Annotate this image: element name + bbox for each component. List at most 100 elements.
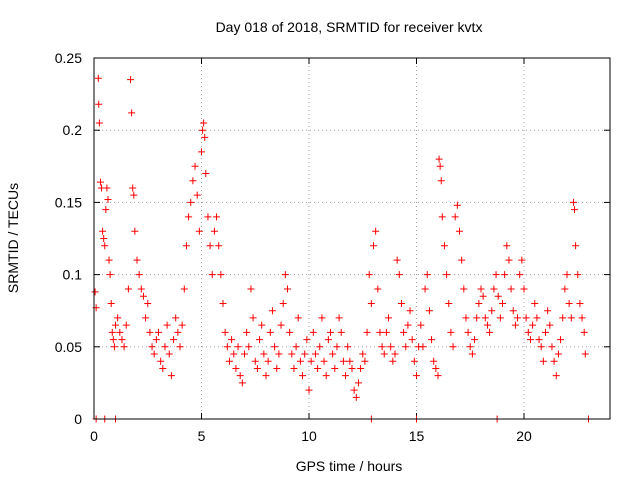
data-point: [230, 350, 238, 358]
x-tick-label: 10: [301, 428, 317, 444]
data-point: [135, 271, 143, 279]
data-point: [247, 285, 255, 293]
data-point: [529, 321, 537, 329]
data-point: [348, 364, 356, 372]
y-tick-label: 0.05: [55, 339, 82, 355]
data-point: [268, 307, 276, 315]
data-point: [473, 314, 481, 322]
data-point: [114, 314, 122, 322]
data-point: [281, 271, 289, 279]
data-point: [157, 357, 165, 365]
data-point: [101, 242, 109, 250]
data-point: [342, 372, 350, 380]
data-point: [346, 357, 354, 365]
data-point: [182, 242, 190, 250]
data-point: [516, 271, 524, 279]
data-point: [456, 227, 463, 235]
data-point: [443, 271, 451, 279]
data-point: [318, 314, 326, 322]
data-point: [314, 364, 322, 372]
data-point: [352, 393, 360, 401]
chart-title: Day 018 of 2018, SRMTID for receiver kvt…: [216, 19, 483, 35]
data-point: [494, 292, 502, 300]
data-point: [271, 343, 279, 351]
data-point: [520, 285, 528, 293]
data-point: [435, 155, 443, 163]
data-point: [144, 299, 152, 307]
data-point: [91, 288, 99, 296]
data-point: [176, 343, 184, 351]
data-point: [430, 357, 438, 365]
data-point: [539, 357, 547, 365]
data-point: [535, 336, 543, 344]
data-point: [374, 285, 382, 293]
data-point: [557, 336, 565, 344]
data-point: [152, 336, 160, 344]
data-point: [167, 372, 175, 380]
data-point: [389, 357, 397, 365]
data-point: [238, 379, 246, 387]
data-point: [299, 372, 307, 380]
data-point: [249, 314, 257, 322]
data-point: [526, 336, 534, 344]
data-point: [350, 386, 358, 394]
data-point: [451, 213, 459, 221]
data-point: [236, 372, 244, 380]
y-tick-label: 0.15: [55, 194, 82, 210]
data-point: [109, 336, 117, 344]
data-point: [507, 285, 515, 293]
data-point: [161, 343, 169, 351]
data-point: [361, 357, 369, 365]
data-point: [253, 364, 261, 372]
data-point: [524, 328, 532, 336]
data-point: [273, 364, 281, 372]
data-point: [385, 314, 393, 322]
data-point: [376, 328, 384, 336]
data-point: [460, 285, 468, 293]
data-point: [260, 350, 268, 358]
data-point: [537, 343, 545, 351]
y-tick-label: 0: [74, 411, 82, 427]
data-point: [199, 126, 207, 134]
x-axis-label: GPS time / hours: [296, 458, 403, 474]
data-point: [107, 299, 115, 307]
data-point: [228, 336, 236, 344]
data-point: [471, 336, 479, 344]
data-point: [185, 213, 193, 221]
x-tick-labels: 0 5 10 15 20: [90, 428, 532, 444]
data-point: [481, 314, 489, 322]
data-point: [458, 256, 466, 264]
data-point: [204, 213, 212, 221]
data-point: [277, 321, 285, 329]
data-point: [187, 198, 195, 206]
data-point: [198, 148, 205, 156]
data-point: [210, 227, 218, 235]
data-point: [559, 314, 567, 322]
data-point: [428, 336, 436, 344]
data-point: [548, 343, 556, 351]
data-point: [550, 357, 558, 365]
data-point: [380, 350, 388, 358]
data-point: [335, 314, 343, 322]
data-point: [354, 379, 362, 387]
data-point: [337, 328, 345, 336]
data-point: [305, 386, 313, 394]
data-point: [206, 242, 214, 250]
data-point: [202, 170, 210, 178]
data-point: [264, 357, 272, 365]
data-point: [408, 336, 416, 344]
data-point: [499, 299, 506, 307]
data-point: [393, 256, 401, 264]
data-point: [333, 343, 341, 351]
data-point: [479, 292, 487, 300]
data-point: [490, 285, 498, 293]
data-point: [440, 242, 448, 250]
data-point: [104, 196, 112, 204]
data-point: [423, 271, 431, 279]
data-point: [400, 328, 408, 336]
data-point: [382, 328, 390, 336]
data-point: [475, 299, 483, 307]
data-point: [413, 372, 420, 380]
data-point: [357, 364, 365, 372]
data-point: [436, 162, 444, 170]
